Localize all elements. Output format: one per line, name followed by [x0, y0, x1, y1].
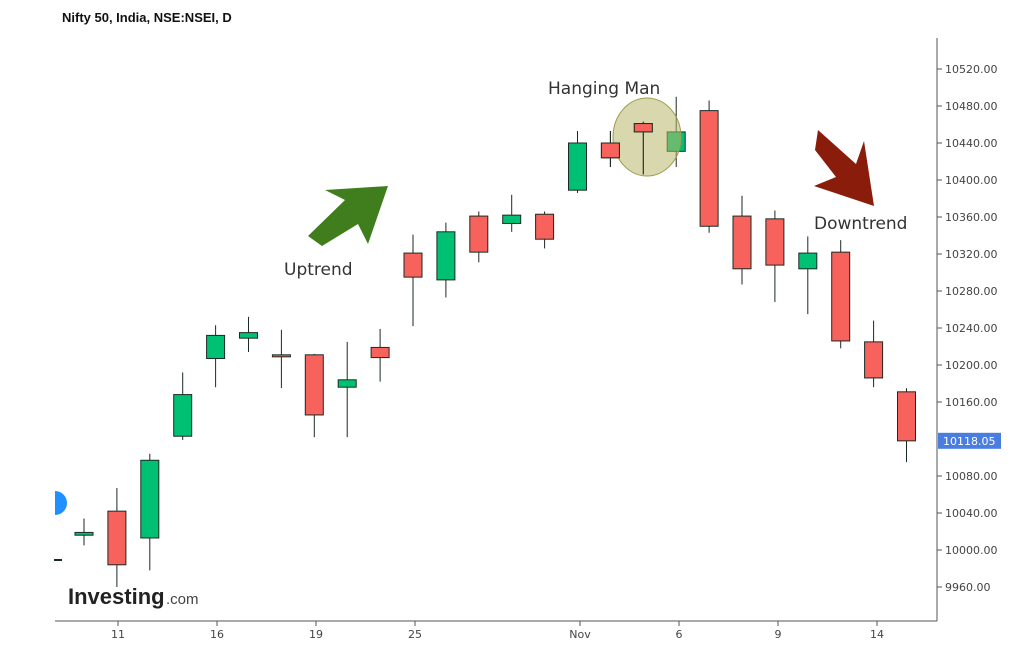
- candle-body: [699, 110, 719, 227]
- candle-body: [502, 214, 522, 224]
- candle-body: [535, 213, 555, 240]
- candle-body: [403, 252, 423, 278]
- y-tick-label: 9960.00: [945, 581, 991, 594]
- x-tick-label: 19: [309, 628, 323, 641]
- annotation-label: Uptrend: [284, 260, 353, 280]
- candle: [304, 353, 324, 438]
- candle: [897, 388, 916, 463]
- candle-body: [864, 341, 884, 379]
- uptrend-arrow-icon: [308, 186, 388, 246]
- y-tick-label: 10200.00: [945, 359, 998, 372]
- x-tick-label: 25: [408, 628, 422, 641]
- candle: [765, 210, 785, 303]
- candle-body: [568, 142, 587, 191]
- candle: [206, 325, 226, 388]
- axes: 10520.00 10480.00 10440.00 10400.00 10360.00…: [55, 38, 998, 641]
- candle: [469, 211, 489, 263]
- edge-mask: [0, 488, 55, 518]
- candle: [436, 222, 456, 298]
- candle: [74, 518, 94, 546]
- candle: [699, 100, 719, 233]
- candle-body: [765, 218, 785, 266]
- y-tick-label: 10400.00: [945, 174, 998, 187]
- candles: [74, 96, 916, 587]
- candle-body: [140, 459, 160, 539]
- x-tick-label: 9: [775, 628, 782, 641]
- downtrend-arrow-icon: [814, 130, 874, 206]
- candle: [140, 453, 160, 571]
- x-tick-label: 6: [676, 628, 683, 641]
- y-tick-label: 10320.00: [945, 248, 998, 261]
- candle: [403, 234, 423, 327]
- candle: [370, 328, 390, 382]
- candle-body: [271, 354, 291, 358]
- candle-body: [74, 531, 94, 536]
- candle-body: [600, 142, 620, 159]
- y-tick-label: 10040.00: [945, 507, 998, 520]
- annotation-label: Hanging Man: [548, 79, 660, 99]
- candle: [798, 236, 818, 315]
- candle-body: [436, 231, 456, 281]
- candle-body: [798, 252, 818, 270]
- candle-body: [337, 379, 357, 388]
- candle-body: [239, 332, 258, 339]
- candle: [173, 372, 193, 440]
- brand-logo-suffix: .com: [166, 591, 199, 608]
- candle: [271, 329, 291, 389]
- candle-body: [206, 334, 226, 360]
- candle: [535, 211, 555, 249]
- x-tick-label: Nov: [569, 628, 591, 641]
- y-tick-label: 10240.00: [945, 322, 998, 335]
- candle: [502, 194, 522, 232]
- x-tick-label: 14: [870, 628, 884, 641]
- candle: [864, 320, 884, 388]
- last-price-label: 10118.05: [943, 435, 996, 448]
- chart-title: Nifty 50, India, NSE:NSEI, D: [62, 10, 232, 25]
- last-price-tag: [938, 432, 1001, 449]
- candle: [107, 488, 127, 587]
- y-tick-label: 10080.00: [945, 470, 998, 483]
- decorations: 10118.05 Uptrend Hanging Man Downtrend Inves…: [0, 79, 1001, 609]
- y-tick-label: 10000.00: [945, 544, 998, 557]
- candle-body: [633, 123, 653, 133]
- y-tick-label: 10520.00: [945, 63, 998, 76]
- candle: [239, 316, 258, 353]
- y-tick-label: 10160.00: [945, 396, 998, 409]
- candle-body: [370, 346, 390, 359]
- y-tick-label: 10480.00: [945, 100, 998, 113]
- y-tick-label: 10360.00: [945, 211, 998, 224]
- candle-body: [831, 251, 851, 342]
- y-tick-label: 10280.00: [945, 285, 998, 298]
- candle-body: [304, 354, 324, 416]
- annotation-label: Downtrend: [814, 214, 907, 234]
- y-tick-label: 10440.00: [945, 137, 998, 150]
- candle-body: [897, 391, 916, 442]
- x-tick-label: 11: [111, 628, 125, 641]
- candle-body: [469, 215, 489, 253]
- candle: [568, 130, 587, 193]
- candle: [337, 341, 357, 438]
- brand-logo: Investing: [68, 584, 165, 609]
- candle: [732, 195, 752, 285]
- hanging-man-highlight: [612, 97, 682, 177]
- candle-body: [107, 510, 127, 566]
- candle: [831, 240, 851, 349]
- candle-body: [732, 215, 752, 270]
- x-tick-label: 16: [210, 628, 224, 641]
- candle-body: [173, 394, 193, 437]
